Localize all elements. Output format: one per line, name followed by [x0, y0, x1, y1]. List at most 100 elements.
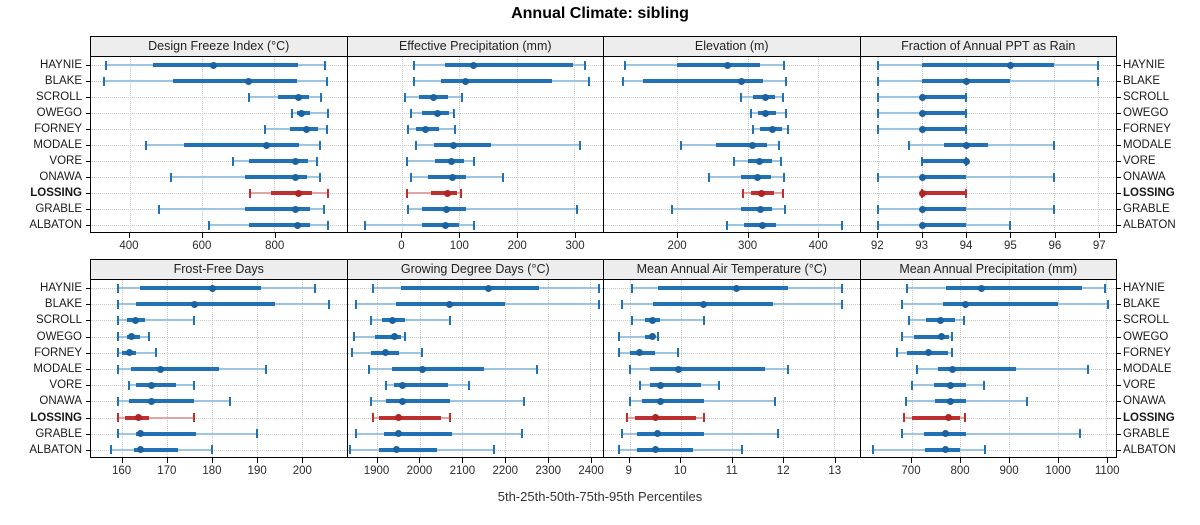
x-tick [376, 458, 378, 463]
median-dot [303, 125, 311, 133]
whisker-line [671, 208, 785, 210]
x-tick [921, 233, 923, 238]
x-tick-label: 180 [202, 465, 222, 477]
whisker-cap [785, 76, 787, 86]
panel-header: Effective Precipitation (mm) [346, 36, 604, 57]
whisker-cap [247, 92, 250, 102]
median-dot [977, 284, 985, 292]
whisker-cap [384, 380, 387, 390]
y-tick [1117, 129, 1121, 130]
whisker-cap [116, 364, 119, 374]
percentile-row [348, 280, 604, 457]
iqr-bar [379, 415, 442, 420]
site-label-left: FORNEY [34, 123, 82, 135]
whisker-cap [148, 332, 151, 342]
whisker-cap [905, 283, 908, 293]
whisker-cap [116, 396, 119, 406]
whisker-cap [625, 413, 628, 423]
median-dot [754, 173, 762, 181]
y-tick [86, 417, 90, 419]
grid-line-horizontal [91, 113, 347, 114]
median-dot [937, 316, 945, 324]
iqr-bar [379, 447, 437, 452]
x-tick-label: 170 [157, 465, 177, 477]
grid-line-horizontal [604, 193, 860, 194]
whisker-cap [116, 348, 119, 358]
x-tick [121, 458, 123, 463]
whisker-cap [965, 108, 968, 118]
iqr-bar [922, 223, 967, 227]
whisker-cap [877, 92, 880, 102]
iqr-bar [922, 191, 967, 195]
whisker-cap [363, 220, 366, 230]
iqr-bar [911, 415, 961, 420]
x-tick-label: 300 [565, 240, 585, 252]
whisker-cap [741, 188, 744, 198]
site-label-left: ALBATON [29, 219, 82, 231]
percentile-row [861, 57, 1117, 232]
whisker-line [158, 208, 325, 210]
y-tick [1117, 145, 1121, 146]
x-tick [1058, 458, 1060, 463]
iqr-bar [634, 415, 696, 420]
percentile-row [604, 57, 860, 232]
median-dot [295, 93, 303, 101]
iqr-bar [153, 63, 298, 67]
whisker-cap [583, 60, 586, 70]
whisker-line [632, 319, 704, 322]
whisker-cap [116, 315, 119, 325]
iqr-bar [422, 223, 460, 227]
whisker-cap [597, 299, 600, 309]
whisker-cap [670, 204, 673, 214]
whisker-cap [325, 124, 328, 134]
x-tick-label: 2300 [535, 465, 561, 477]
site-label-right: FORNEY [1123, 123, 1171, 135]
iqr-bar [677, 63, 761, 67]
median-dot [132, 316, 140, 324]
median-dot [291, 173, 299, 181]
site-label-left: OWEGO [36, 330, 82, 343]
percentile-row [861, 280, 1117, 457]
site-label-left: FORNEY [34, 346, 82, 359]
median-dot [484, 284, 492, 292]
site-label-left: SCROLL [35, 314, 82, 327]
percentile-row [91, 57, 347, 232]
whisker-cap [1097, 60, 1100, 70]
whisker-cap [786, 364, 789, 374]
median-dot [434, 109, 442, 117]
x-tick-label: 800 [950, 465, 970, 477]
percentile-row [604, 280, 860, 457]
whisker-cap [707, 172, 710, 182]
panel-design-freeze-index-c [90, 57, 348, 233]
median-dot [938, 333, 946, 341]
site-label-right: BLAKE [1123, 298, 1161, 311]
iqr-bar [430, 191, 457, 195]
y-tick [86, 161, 90, 162]
site-label-left: VORE [49, 155, 82, 167]
x-tick [966, 233, 968, 238]
panel-title: Elevation (m) [694, 39, 769, 53]
iqr-bar [135, 431, 197, 436]
y-tick [1117, 336, 1121, 338]
median-dot [446, 300, 454, 308]
iqr-bar [649, 367, 765, 371]
site-label-right: ONAWA [1123, 395, 1166, 408]
whisker-cap [453, 124, 456, 134]
median-dot [918, 125, 926, 133]
site-label-right: ALBATON [1123, 219, 1176, 231]
site-label-right: MODALE [1123, 363, 1172, 375]
x-tick-label: 12 [776, 465, 790, 477]
whisker-cap [105, 60, 108, 70]
site-label-left: GRABLE [35, 427, 82, 440]
panel-title: Frost-Free Days [173, 262, 264, 276]
whisker-cap [1053, 140, 1056, 150]
x-tick-label: 400 [808, 240, 828, 252]
iqr-bar [133, 447, 179, 452]
grid-line-horizontal [347, 193, 603, 194]
whisker-cap [406, 124, 409, 134]
whisker-cap [679, 140, 682, 150]
whisker-line [407, 208, 578, 210]
site-label-right: GRABLE [1123, 203, 1170, 215]
median-dot [148, 397, 155, 405]
percentile-row [91, 280, 347, 457]
